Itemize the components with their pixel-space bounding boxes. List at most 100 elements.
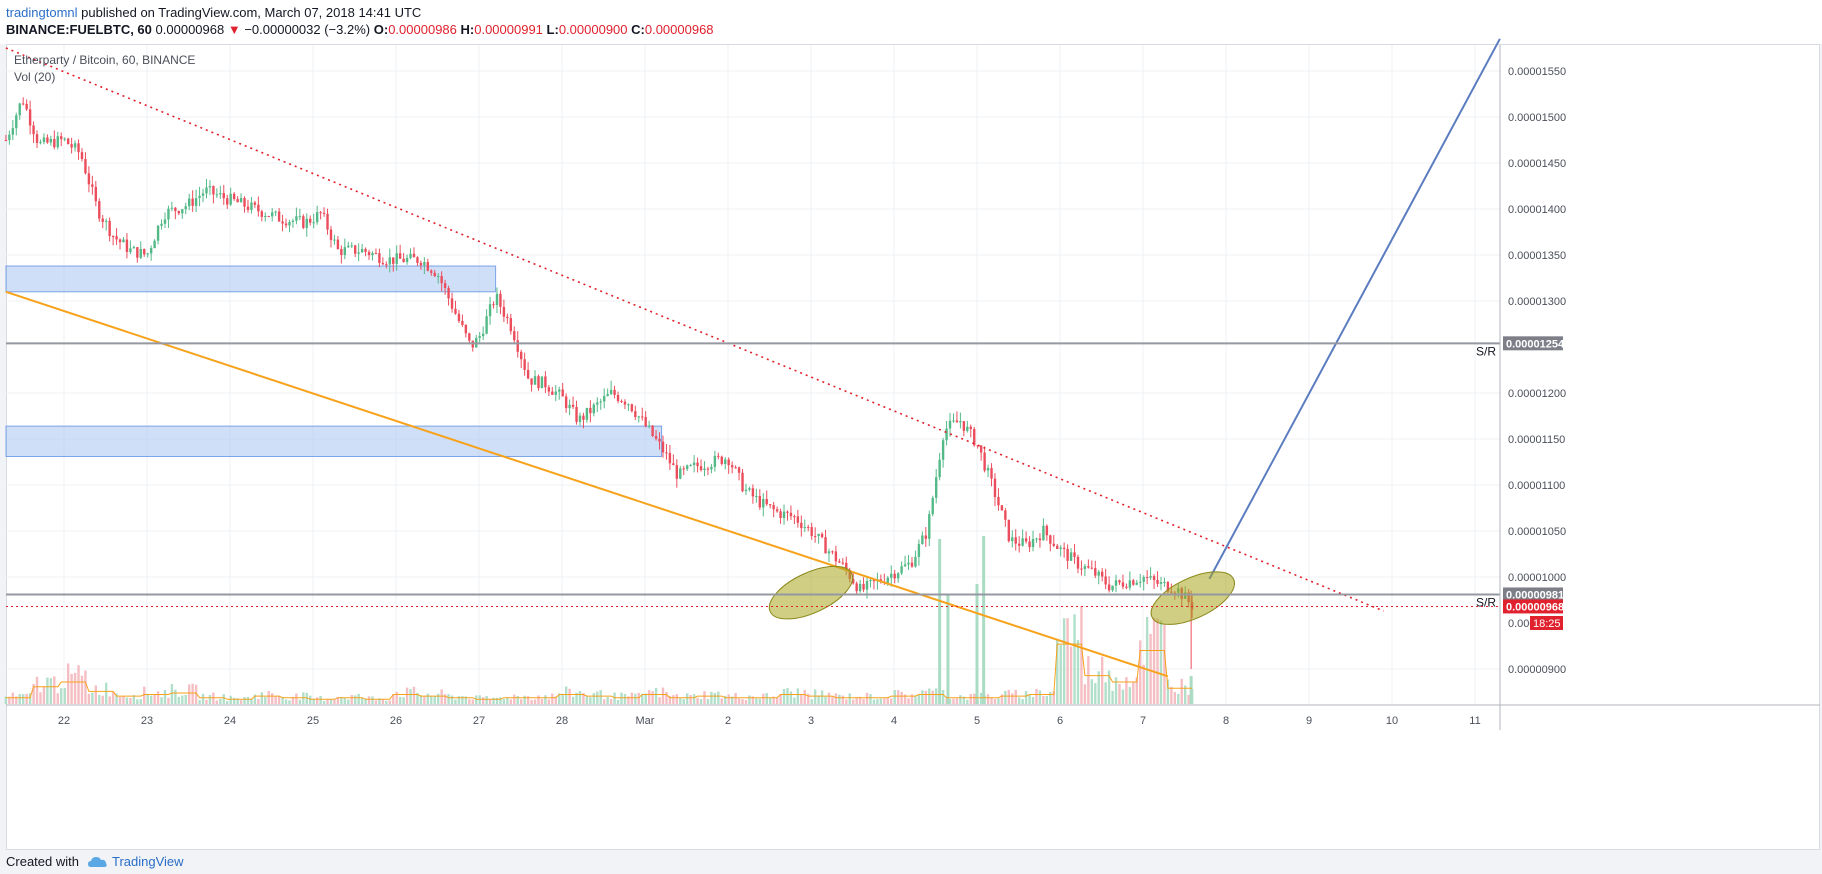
candle-body: [101, 218, 104, 222]
candle-body: [1159, 582, 1163, 584]
countdown-badge-text: 18:25: [1533, 618, 1561, 630]
volume-bar: [191, 683, 194, 704]
volume-bar: [810, 699, 813, 704]
volume-bar: [672, 695, 675, 704]
low-label: L:: [546, 22, 559, 37]
candle-body: [270, 212, 274, 217]
volume-bar: [25, 693, 28, 704]
volume-bar: [436, 693, 440, 704]
x-tick-label: 2: [725, 715, 731, 727]
candle-body: [229, 193, 232, 205]
volume-bar: [727, 694, 730, 704]
volume-bar: [713, 693, 717, 704]
volume-bar: [208, 695, 212, 704]
price-chart[interactable]: S/RS/R 0.000015500.000015000.000014500.0…: [0, 0, 1822, 850]
volume-bar: [305, 692, 308, 704]
volume-bar: [1000, 694, 1004, 704]
volume-bar: [488, 699, 492, 704]
volume-bar: [84, 670, 87, 704]
volume-bar: [1100, 656, 1104, 704]
candle-body: [1111, 585, 1114, 591]
volume-bar: [132, 695, 136, 704]
candle-body: [419, 262, 423, 266]
y-tick-label: 0.00001000: [1508, 572, 1566, 584]
down-arrow-icon: ▼: [227, 22, 241, 37]
volume-bar: [485, 696, 488, 704]
volume-bar: [755, 698, 758, 704]
volume-bar: [8, 696, 11, 704]
tradingview-link[interactable]: TradingView: [112, 854, 184, 869]
last-price-badge-text: 0.00000968: [1506, 601, 1564, 613]
candle-body: [537, 376, 540, 389]
candle-body: [741, 472, 744, 492]
candle-body: [343, 247, 347, 256]
candle-body: [454, 308, 457, 314]
candle-body: [966, 426, 969, 431]
candle-body: [831, 551, 834, 553]
candle-body: [578, 415, 582, 422]
volume-bar: [1045, 696, 1049, 704]
candle-body: [312, 222, 315, 224]
candle-body: [997, 497, 1000, 506]
candle-body: [609, 389, 613, 395]
volume-bar: [896, 690, 900, 704]
candle-body: [295, 216, 298, 221]
volume-bar: [924, 690, 928, 704]
candle-body: [516, 340, 519, 352]
volume-bar: [1187, 694, 1190, 704]
candle-body: [253, 202, 257, 205]
volume-bar: [56, 693, 59, 704]
candle-body: [986, 468, 990, 471]
candle-body: [436, 276, 440, 278]
candle-body: [855, 583, 858, 592]
volume-bar: [94, 685, 98, 704]
candle-body: [232, 193, 236, 200]
candle-body: [872, 580, 876, 582]
candle-body: [21, 103, 25, 105]
candle-body: [824, 537, 827, 554]
volume-bar: [692, 694, 696, 704]
candle-body: [665, 452, 668, 454]
candle-body: [606, 394, 609, 397]
volume-bar: [184, 694, 187, 704]
candle-body: [347, 245, 350, 248]
candle-body: [360, 248, 364, 253]
volume-bar: [865, 692, 869, 704]
candle-body: [1011, 537, 1014, 542]
volume-bar: [530, 699, 533, 704]
candle-body: [226, 198, 229, 205]
candle-body: [834, 551, 838, 562]
volume-bar: [748, 695, 751, 704]
candle-body: [668, 453, 672, 464]
volume-bar: [136, 699, 139, 704]
candle-body: [838, 561, 841, 563]
volume-bar: [298, 699, 302, 704]
volume-bar: [461, 696, 464, 704]
candle-body: [820, 533, 824, 538]
volume-bar: [679, 698, 682, 704]
volume-bar: [941, 690, 945, 704]
candle-body: [1121, 582, 1125, 587]
candle-body: [495, 293, 499, 306]
author-link[interactable]: tradingtomnl: [6, 5, 78, 20]
candle-body: [720, 456, 723, 464]
volume-bar: [502, 699, 506, 704]
candle-body: [589, 407, 592, 414]
candle-body: [962, 421, 966, 431]
candle-body: [170, 207, 174, 209]
candle-body: [744, 489, 748, 492]
candle-body: [903, 564, 907, 567]
volume-bar: [710, 691, 713, 704]
candle-body: [136, 247, 139, 258]
candle-body: [333, 239, 336, 241]
candle-body: [56, 136, 59, 148]
candle-body: [917, 544, 921, 557]
volume-bar: [115, 693, 118, 704]
candle-body: [751, 488, 755, 497]
candle-body: [523, 359, 526, 370]
volume-bar: [87, 693, 91, 704]
candle-body: [561, 389, 564, 397]
volume-bar: [281, 696, 284, 704]
candle-body: [350, 245, 353, 247]
candle-body: [858, 583, 862, 592]
